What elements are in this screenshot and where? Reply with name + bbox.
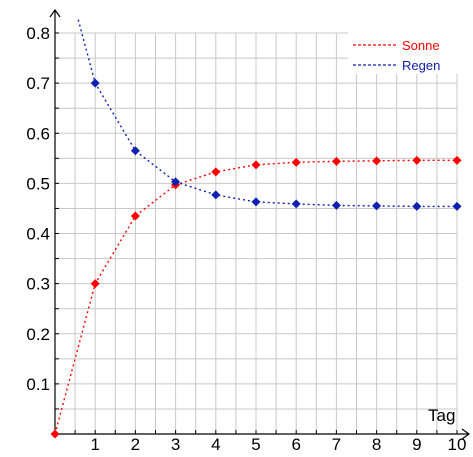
data-point-sonne <box>251 160 261 170</box>
data-point-regen <box>412 201 422 211</box>
y-tick-label: 0.8 <box>26 24 50 43</box>
data-point-regen <box>291 199 301 209</box>
data-point-sonne <box>130 211 140 221</box>
legend-box <box>348 30 460 74</box>
y-tick-label: 0.3 <box>26 275 50 294</box>
x-axis-arrow <box>461 428 471 440</box>
x-tick-label: 9 <box>412 435 421 454</box>
y-tick-label: 0.6 <box>26 124 50 143</box>
data-point-sonne <box>372 156 382 166</box>
x-tick-label: 4 <box>211 435 220 454</box>
data-point-regen <box>251 197 261 207</box>
y-tick-label: 0.4 <box>26 225 50 244</box>
x-tick-label: 2 <box>131 435 140 454</box>
data-point-regen <box>211 190 221 200</box>
tick-labels: 1 2 3 4 5 6 7 8 9 10 0.1 0.2 0.3 0.4 0.5 0.6 0.7 0.8 <box>26 24 466 454</box>
data-point-regen <box>90 78 100 88</box>
y-tick-label: 0.1 <box>26 375 50 394</box>
data-point-sonne <box>452 155 462 165</box>
data-point-sonne <box>211 167 221 177</box>
x-tick-label: 8 <box>372 435 381 454</box>
data-point-regen <box>171 177 181 187</box>
data-point-regen <box>130 146 140 156</box>
data-point-sonne <box>50 429 60 439</box>
y-tick-label: 0.2 <box>26 325 50 344</box>
data-point-sonne <box>90 279 100 289</box>
grid <box>55 32 458 434</box>
series-group <box>50 19 462 439</box>
x-axis-label: Tag <box>428 406 455 425</box>
x-tick-label: 10 <box>448 435 467 454</box>
data-point-sonne <box>412 155 422 165</box>
x-tick-label: 6 <box>291 435 300 454</box>
legend-label-sonne: Sonne <box>402 38 440 53</box>
x-tick-label: 1 <box>90 435 99 454</box>
y-axis-arrow <box>49 8 61 18</box>
x-tick-label: 5 <box>251 435 260 454</box>
legend: Sonne Regen <box>348 30 460 74</box>
y-tick-label: 0.5 <box>26 174 50 193</box>
x-tick-label: 3 <box>171 435 180 454</box>
data-point-regen <box>372 201 382 211</box>
data-point-sonne <box>331 156 341 166</box>
legend-label-regen: Regen <box>402 58 440 73</box>
data-point-sonne <box>291 157 301 167</box>
data-point-regen <box>452 201 462 211</box>
x-tick-label: 7 <box>332 435 341 454</box>
data-point-regen <box>331 200 341 210</box>
plot-area <box>50 19 462 439</box>
y-tick-label: 0.7 <box>26 74 50 93</box>
axes <box>49 8 471 440</box>
